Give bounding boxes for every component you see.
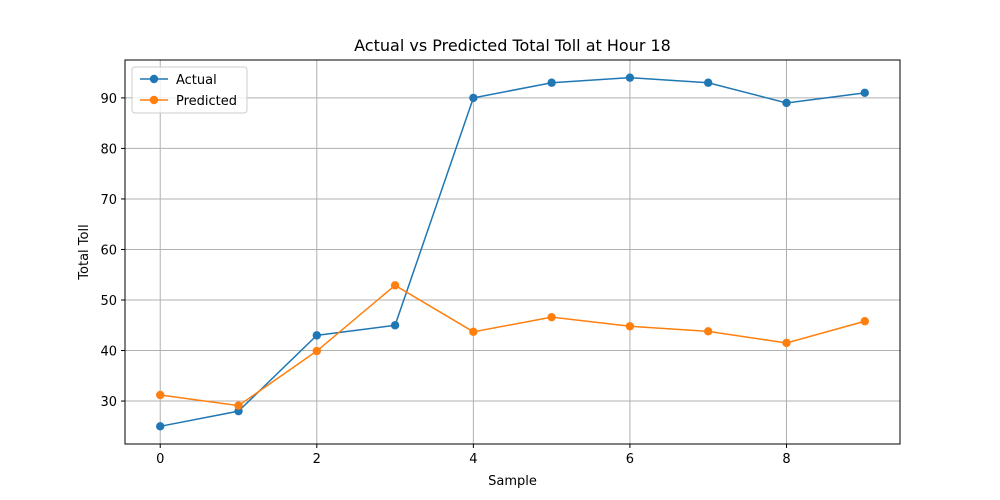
data-point-actual: [312, 331, 321, 340]
data-point-predicted: [234, 401, 243, 410]
data-point-actual: [390, 321, 400, 330]
x-tick-label: 4: [469, 452, 477, 467]
data-point-predicted: [860, 317, 869, 326]
data-point-actual: [625, 73, 635, 82]
y-tick-label: 90: [100, 92, 117, 107]
x-tick-label: 8: [782, 452, 790, 467]
series-group: [156, 73, 869, 431]
y-tick-label: 40: [100, 345, 117, 360]
plot-area-frame: [124, 59, 901, 445]
series-line-actual: [160, 76, 865, 428]
legend-marker-predicted: [149, 95, 159, 105]
axis-ticks: 0 2 4 6 8 30 40 50 60 70 80 90: [100, 92, 790, 467]
data-point-predicted: [312, 346, 321, 356]
chart-title: Actual vs Predicted Total Toll at Hour 1…: [354, 36, 671, 55]
legend: Actual Predicted: [131, 66, 248, 114]
data-point-predicted: [625, 322, 635, 331]
data-point-predicted: [547, 312, 556, 322]
y-tick-label: 80: [100, 142, 117, 157]
series-predicted: [156, 281, 869, 410]
data-point-actual: [156, 422, 165, 431]
x-axis-label: Sample: [488, 474, 537, 489]
legend-label-predicted: Predicted: [176, 94, 237, 109]
legend-marker-actual: [149, 74, 159, 84]
y-axis-label: Total Toll: [77, 224, 92, 280]
y-tick-label: 60: [100, 243, 117, 258]
y-tick-label: 50: [100, 294, 117, 309]
y-tick-label: 70: [100, 193, 117, 208]
data-point-actual: [704, 78, 713, 87]
data-point-predicted: [390, 281, 400, 290]
x-tick-label: 2: [313, 452, 321, 467]
x-tick-label: 6: [626, 452, 634, 467]
data-point-actual: [860, 88, 869, 98]
x-tick-label: 0: [156, 452, 164, 467]
series-line-predicted: [160, 284, 865, 407]
data-point-actual: [469, 93, 478, 103]
data-point-predicted: [469, 327, 478, 337]
data-point-actual: [547, 78, 556, 87]
data-point-actual: [782, 98, 791, 108]
data-point-predicted: [156, 390, 165, 400]
y-tick-label: 30: [100, 395, 117, 410]
legend-label-actual: Actual: [176, 73, 217, 88]
data-point-predicted: [704, 327, 713, 336]
grid: [125, 60, 900, 444]
data-point-predicted: [782, 338, 791, 348]
